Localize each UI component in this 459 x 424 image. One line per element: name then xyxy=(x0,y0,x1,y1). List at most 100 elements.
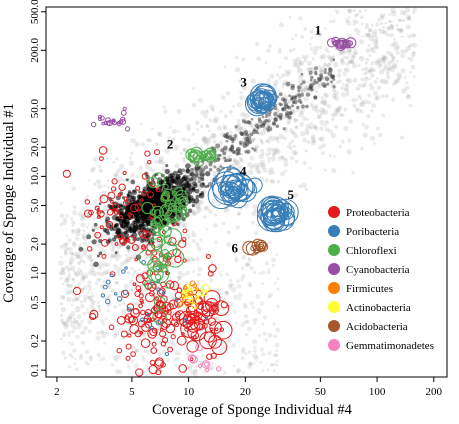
contig-point xyxy=(352,78,358,83)
contig-point xyxy=(148,166,153,171)
contig-diagonal-point xyxy=(255,131,259,135)
contig-point xyxy=(252,353,258,359)
contig-point xyxy=(253,163,259,169)
contig-point xyxy=(300,107,306,113)
contig-point xyxy=(375,61,379,66)
contig-point xyxy=(82,260,86,264)
contig-point xyxy=(380,94,385,99)
contig-point xyxy=(322,108,326,112)
contig-point xyxy=(399,9,406,15)
contig-point xyxy=(280,171,286,177)
contig-point xyxy=(237,211,242,216)
contig-point xyxy=(257,170,262,175)
contig-point xyxy=(397,77,400,81)
contig-point xyxy=(386,68,391,74)
proteobacteria-bin xyxy=(107,191,116,200)
contig-point xyxy=(92,157,98,162)
proteobacteria-bin xyxy=(127,333,132,338)
contig-point xyxy=(393,46,400,52)
chloroflexi-bin xyxy=(165,248,185,268)
contig-point xyxy=(276,179,281,184)
contig-point xyxy=(260,130,266,136)
contig-point xyxy=(389,33,394,38)
contig-point xyxy=(382,56,386,61)
contig-point xyxy=(292,47,296,51)
contig-point xyxy=(239,126,244,131)
contig-point xyxy=(325,64,329,68)
contig-point xyxy=(118,267,122,271)
contig-point xyxy=(81,235,86,240)
contig-point xyxy=(223,65,227,68)
chloroflexi-bin xyxy=(161,263,167,269)
contig-point xyxy=(370,73,375,78)
contig-point xyxy=(195,203,201,209)
contig-point xyxy=(244,332,249,337)
contig-point xyxy=(219,110,223,113)
contig-point xyxy=(295,125,298,129)
contig-point xyxy=(149,263,152,267)
proteobacteria-bin xyxy=(112,202,119,210)
contig-point xyxy=(347,8,353,14)
contig-point xyxy=(281,83,286,87)
contig-point xyxy=(66,316,71,322)
contig-point xyxy=(339,58,345,64)
contig-core-point xyxy=(137,194,143,200)
cyanobacteria-bin xyxy=(98,117,102,121)
contig-point xyxy=(273,334,278,339)
contig-point xyxy=(359,56,362,59)
contig-point xyxy=(173,363,177,367)
contig-point xyxy=(188,364,193,369)
contig-point xyxy=(174,163,180,169)
contig-point xyxy=(96,330,101,335)
poribacteria-bin xyxy=(162,291,166,295)
contig-point xyxy=(393,64,398,69)
contig-point xyxy=(365,76,368,79)
contig-point xyxy=(283,157,289,163)
contig-diagonal-point xyxy=(323,70,327,74)
contig-point xyxy=(73,362,77,366)
contig-point xyxy=(77,325,82,330)
contig-point xyxy=(131,273,135,277)
contig-point xyxy=(91,270,97,276)
proteobacteria-bin xyxy=(141,244,146,249)
contig-point xyxy=(169,339,174,345)
contig-point xyxy=(103,270,108,275)
contig-point xyxy=(272,152,277,156)
contig-point xyxy=(94,225,101,231)
contig-point xyxy=(69,261,73,265)
contig-point xyxy=(195,242,200,247)
contig-point xyxy=(366,33,372,38)
poribacteria-bin xyxy=(146,312,151,317)
contig-point xyxy=(271,263,276,268)
contig-point xyxy=(253,208,258,213)
contig-point xyxy=(327,62,331,66)
chloroflexi-bin xyxy=(149,208,157,216)
contig-diagonal-point xyxy=(223,159,227,163)
contig-point xyxy=(203,137,209,144)
contig-point xyxy=(322,100,328,106)
contig-point xyxy=(72,242,77,248)
contig-core-point xyxy=(128,199,132,203)
contig-point xyxy=(386,66,391,71)
contig-point xyxy=(242,167,246,171)
contig-point xyxy=(240,111,246,118)
proteobacteria-bin xyxy=(111,178,118,185)
contig-point xyxy=(353,52,357,56)
contig-core-point xyxy=(127,190,132,194)
contig-point xyxy=(67,238,72,243)
contig-point xyxy=(357,94,362,99)
contig-point xyxy=(225,90,231,96)
contig-diagonal-point xyxy=(265,115,268,119)
chloroflexi-bin xyxy=(155,274,162,281)
contig-point xyxy=(72,320,76,324)
contig-point xyxy=(214,213,218,217)
proteobacteria-bin xyxy=(131,244,139,251)
contig-point xyxy=(350,59,355,63)
contig-point xyxy=(234,256,238,260)
contig-point xyxy=(256,307,262,313)
contig-point xyxy=(59,213,65,219)
contig-point xyxy=(97,184,103,190)
gemmatimonadetes-bin xyxy=(216,366,222,372)
contig-diagonal-point xyxy=(180,177,185,183)
contig-point xyxy=(356,12,360,16)
